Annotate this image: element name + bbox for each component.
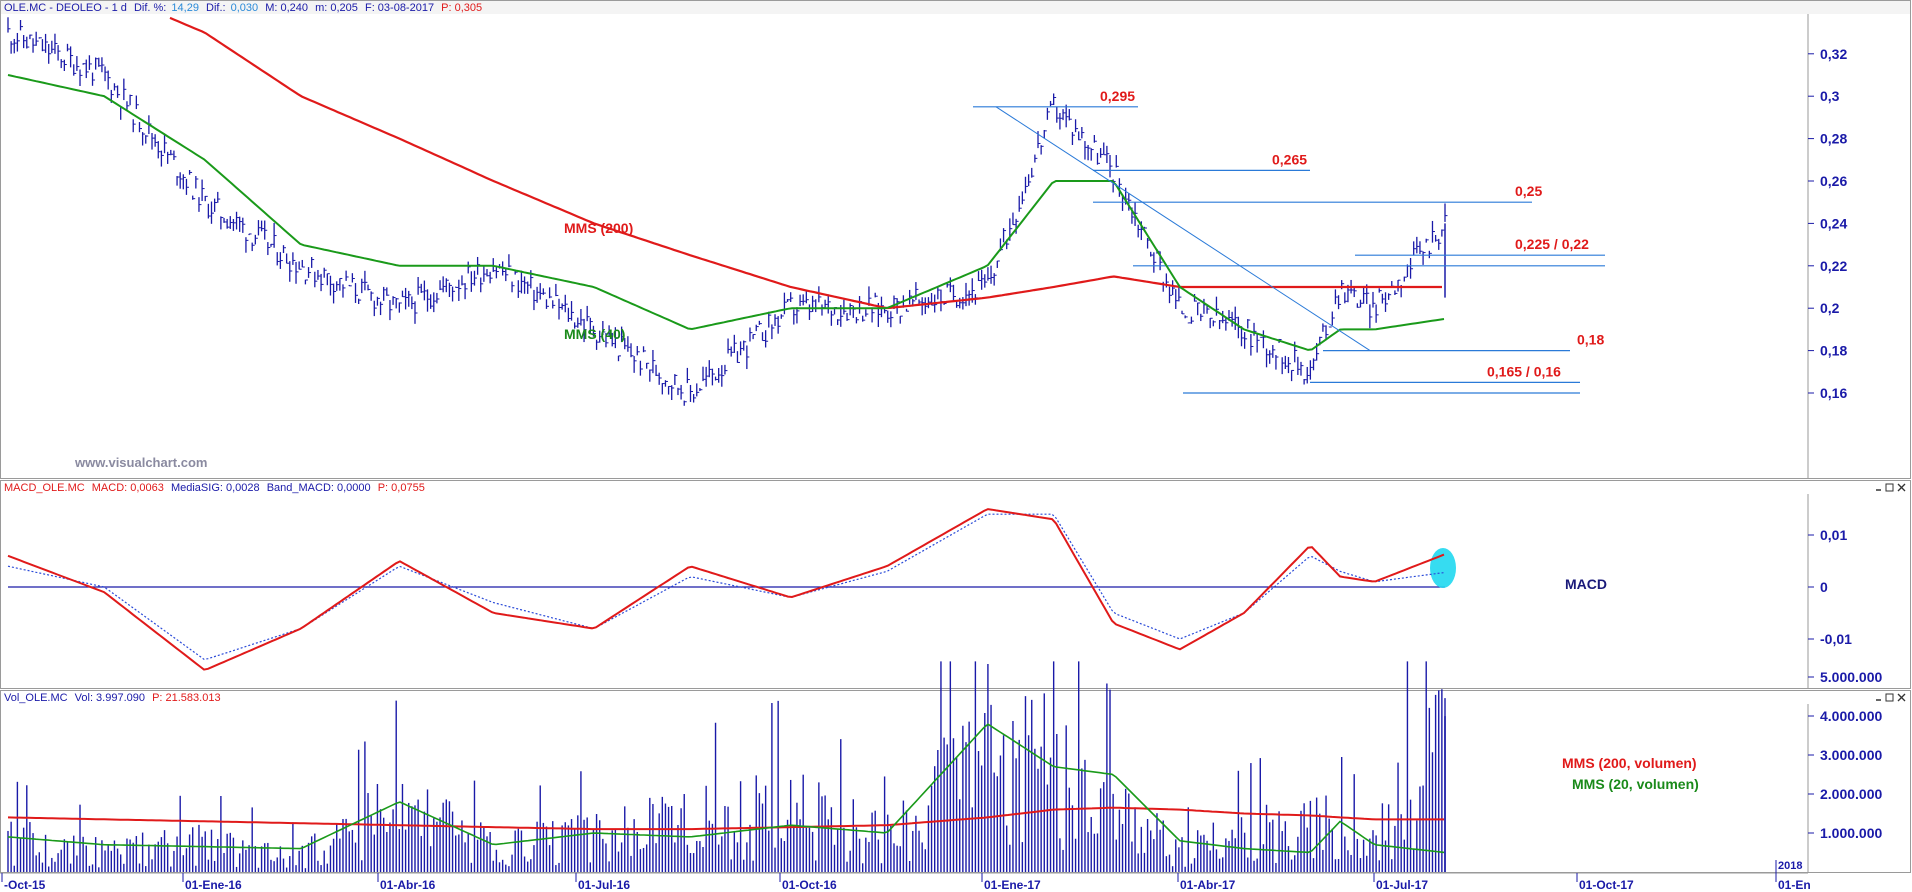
mms40-label: MMS (40) — [564, 326, 625, 342]
minimize-icon[interactable] — [1874, 483, 1883, 492]
volume-bars — [7, 661, 1446, 872]
x-axis-tick-label: 01-Oct-17 — [1579, 878, 1634, 892]
macd-header-p: P: 0,0755 — [378, 482, 425, 494]
panel-frames — [0, 0, 1911, 873]
macd-header-signal: MediaSIG: 0,0028 — [171, 482, 260, 494]
price-header-dif-label: Dif.: — [206, 2, 226, 14]
volume-header-vol: Vol: 3.997.090 — [75, 692, 145, 704]
close-icon[interactable] — [1897, 483, 1906, 492]
price-header-min: m: 0,205 — [315, 2, 358, 14]
price-header-difpct-label: Dif. %: — [134, 2, 166, 14]
macd-lines — [7, 508, 1456, 671]
x-axis-tick-label: 01-Abr-16 — [380, 878, 436, 892]
mms200-line — [169, 16, 1442, 310]
macd-header-title: MACD_OLE.MC — [4, 482, 85, 494]
x-axis-tick-label: 01-Ene-17 — [984, 878, 1041, 892]
vol-mms200-label: MMS (200, volumen) — [1562, 755, 1697, 771]
level-label: 0,18 — [1577, 332, 1604, 348]
x-axis: -Oct-15 01-Ene-16 01-Abr-16 01-Jul-16 01-Oct… — [0, 860, 1811, 892]
x-axis-tick-label: 01-Ene-16 — [185, 878, 242, 892]
volume-header-title: Vol_OLE.MC — [4, 692, 68, 704]
level-label: 0,265 — [1272, 151, 1307, 167]
maximize-icon[interactable] — [1885, 483, 1894, 492]
macd-line — [7, 508, 1445, 671]
x-axis-year-label: 2018 — [1778, 860, 1802, 872]
price-header: OLE.MC - DEOLEO - 1 d Dif. %: 14,29 Dif.… — [4, 2, 482, 14]
macd-signal-line — [7, 513, 1445, 660]
x-axis-tick-label: 01-Abr-17 — [1180, 878, 1236, 892]
price-header-date: F: 03-08-2017 — [365, 2, 434, 14]
support-resistance-levels: 0,295 0,265 0,25 0,225 / 0,22 0,18 0,165 / 0,… — [973, 88, 1605, 394]
moving-average-lines — [7, 16, 1445, 352]
macd-header-macd: MACD: 0,0063 — [92, 482, 164, 494]
price-y-tick-label: 0,18 — [1820, 343, 1847, 359]
price-y-tick-label: 0,32 — [1820, 46, 1847, 62]
level-label: 0,295 — [1100, 88, 1135, 104]
volume-header-p: P: 21.583.013 — [152, 692, 221, 704]
macd-header: MACD_OLE.MC MACD: 0,0063 MediaSIG: 0,002… — [4, 482, 425, 494]
price-header-max: M: 0,240 — [265, 2, 308, 14]
close-icon[interactable] — [1897, 693, 1906, 702]
price-header-difpct-value: 14,29 — [171, 2, 199, 14]
volume-y-tick-label: 3.000.000 — [1820, 747, 1882, 763]
price-header-dif-value: 0,030 — [231, 2, 259, 14]
price-y-tick-label: 0,22 — [1820, 258, 1847, 274]
volume-header: Vol_OLE.MC Vol: 3.997.090 P: 21.583.013 — [4, 692, 221, 704]
level-label: 0,25 — [1515, 183, 1542, 199]
price-bars — [7, 17, 1448, 406]
level-label: 0,165 / 0,16 — [1487, 363, 1561, 379]
macd-window-buttons — [1874, 483, 1906, 492]
volume-mms20-line — [7, 723, 1445, 854]
x-axis-tick-label: 01-Oct-16 — [782, 878, 837, 892]
level-label: 0,225 / 0,22 — [1515, 236, 1589, 252]
macd-y-axis: 0,01 0 -0,01 — [1808, 527, 1852, 647]
watermark: www.visualchart.com — [74, 455, 207, 470]
mms40-line — [7, 74, 1445, 351]
macd-y-tick-label: 0,01 — [1820, 527, 1847, 543]
macd-y-tick-label: 0 — [1820, 579, 1828, 595]
volume-y-tick-label: 4.000.000 — [1820, 708, 1882, 724]
minimize-icon[interactable] — [1874, 693, 1883, 702]
downtrend-line — [995, 106, 1371, 352]
macd-label: MACD — [1565, 576, 1607, 592]
price-y-tick-label: 0,16 — [1820, 385, 1847, 401]
price-y-tick-label: 0,26 — [1820, 173, 1847, 189]
volume-y-tick-label: 2.000.000 — [1820, 786, 1882, 802]
price-y-tick-label: 0,28 — [1820, 131, 1847, 147]
volume-window-buttons — [1874, 693, 1906, 702]
macd-header-strip — [1, 481, 1910, 494]
volume-y-tick-label: 5.000.000 — [1820, 669, 1882, 685]
x-axis-tick-label: 01-Jul-16 — [578, 878, 630, 892]
price-header-close: P: 0,305 — [441, 2, 482, 14]
price-y-tick-label: 0,2 — [1820, 300, 1840, 316]
price-y-axis: 0,32 0,3 0,28 0,26 0,24 0,22 0,2 0,18 0,16 — [1808, 46, 1847, 401]
mms200-label: MMS (200) — [564, 220, 633, 236]
volume-header-strip — [1, 691, 1910, 704]
maximize-icon[interactable] — [1885, 693, 1894, 702]
macd-header-band: Band_MACD: 0,0000 — [267, 482, 371, 494]
macd-y-tick-label: -0,01 — [1820, 631, 1852, 647]
volume-y-axis: 5.000.000 4.000.000 3.000.000 2.000.000 1.00… — [1808, 669, 1882, 841]
x-axis-tick-label: 01-En — [1778, 878, 1811, 892]
macd-panel-frame — [0, 480, 1911, 689]
price-y-tick-label: 0,3 — [1820, 88, 1840, 104]
price-header-strip — [1, 1, 1910, 14]
price-panel-frame — [0, 0, 1911, 479]
vol-mms20-label: MMS (20, volumen) — [1572, 776, 1699, 792]
volume-y-tick-label: 1.000.000 — [1820, 825, 1882, 841]
x-axis-tick-label: 01-Jul-17 — [1376, 878, 1428, 892]
price-header-symbol: OLE.MC - DEOLEO - 1 d — [4, 2, 127, 14]
price-y-tick-label: 0,24 — [1820, 215, 1847, 231]
x-axis-tick-label: -Oct-15 — [4, 878, 46, 892]
volume-mms200-line — [7, 806, 1444, 831]
